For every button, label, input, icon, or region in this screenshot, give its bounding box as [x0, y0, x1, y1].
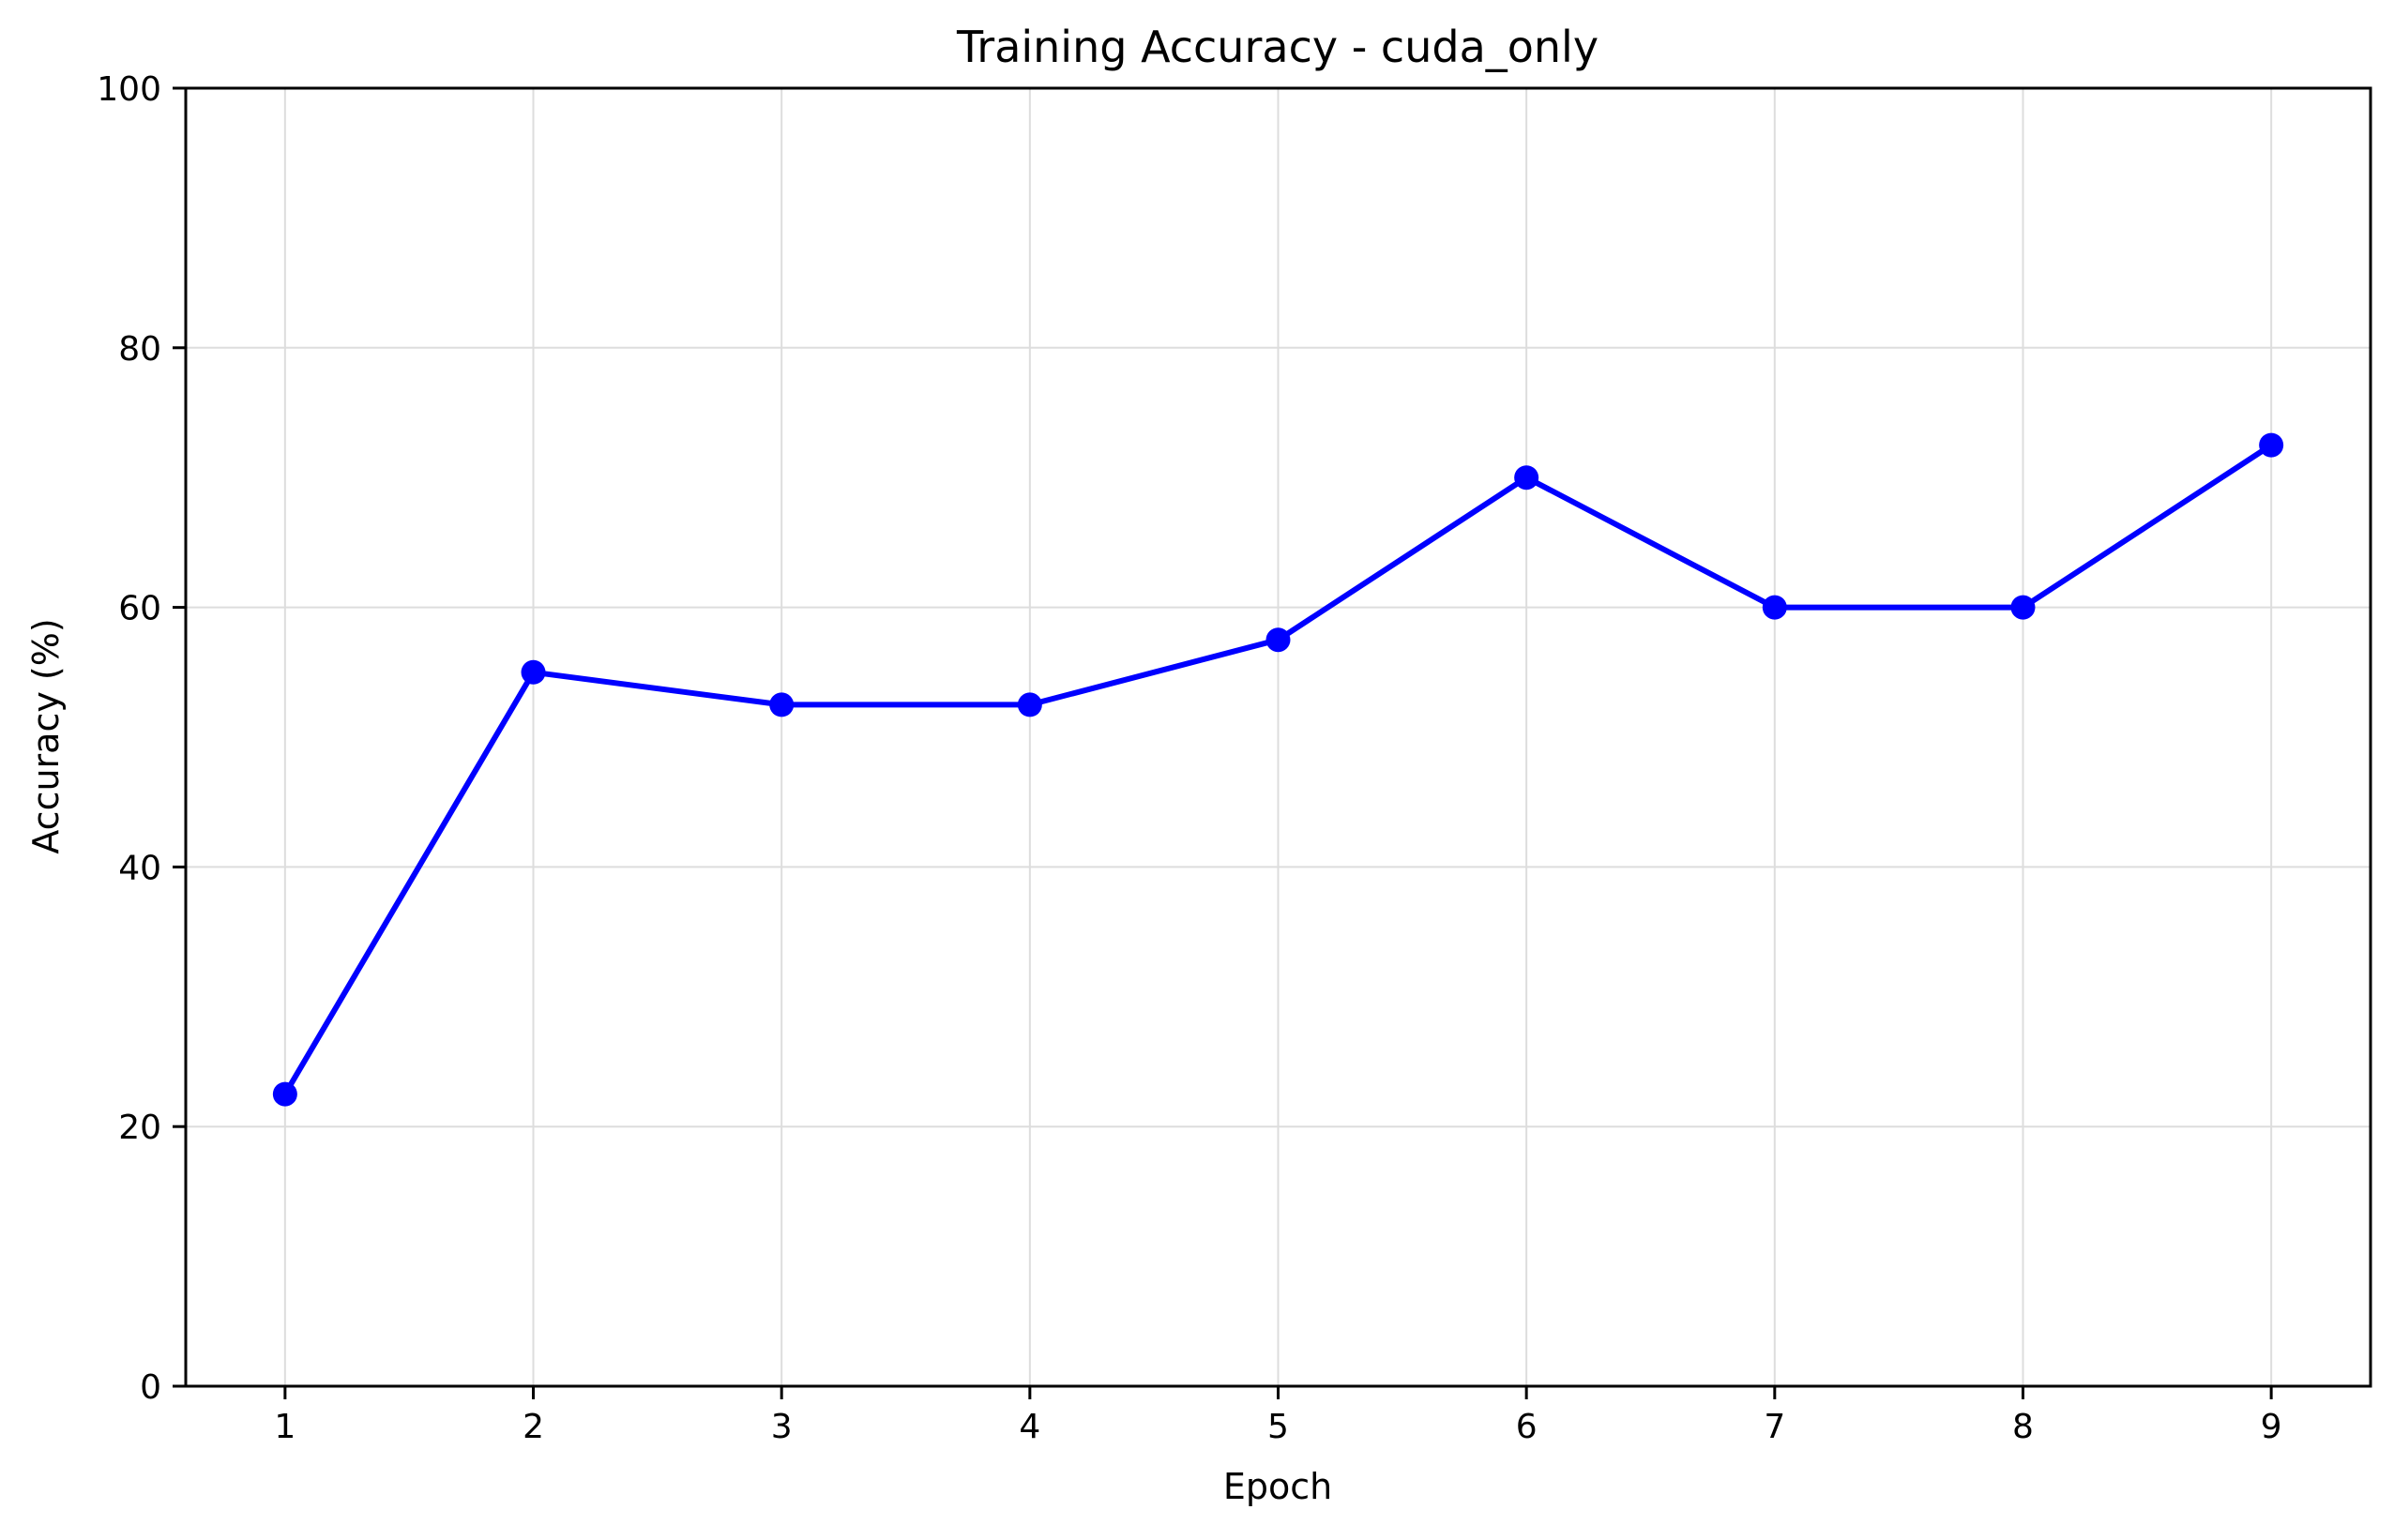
tick-labels: 1 2 3 4 5 6 7 8 9 0 20 40 60 80 100	[97, 70, 2281, 1446]
data-point	[272, 1081, 297, 1107]
chart-title: Training Accuracy - cuda_only	[956, 22, 1599, 72]
data-point	[2010, 595, 2036, 620]
x-tick-label: 3	[771, 1408, 793, 1446]
data-point	[1265, 627, 1291, 653]
x-tick-label: 9	[2261, 1408, 2282, 1446]
x-tick-label: 8	[2012, 1408, 2034, 1446]
data-point	[521, 659, 546, 685]
y-tick-label: 60	[118, 590, 161, 628]
data-point	[769, 692, 795, 717]
data-point	[1762, 595, 1787, 620]
x-tick-label: 7	[1764, 1408, 1785, 1446]
data-point	[1017, 692, 1042, 717]
y-tick-label: 80	[118, 330, 161, 369]
y-tick-label: 40	[118, 849, 161, 887]
data-point	[1514, 465, 1539, 491]
axes	[173, 86, 2372, 1399]
x-axis-label: Epoch	[1223, 1466, 1332, 1507]
data-point	[2259, 432, 2284, 458]
y-tick-label: 0	[140, 1368, 161, 1407]
x-tick-label: 4	[1019, 1408, 1040, 1446]
series-layer	[272, 432, 2284, 1107]
y-tick-label: 100	[97, 70, 161, 109]
x-tick-label: 2	[523, 1408, 544, 1446]
x-tick-label: 6	[1516, 1408, 1538, 1446]
y-tick-label: 20	[118, 1109, 161, 1147]
x-tick-label: 5	[1267, 1408, 1289, 1446]
y-axis-label: Accuracy (%)	[25, 618, 67, 853]
grid-lines	[186, 87, 2371, 1387]
x-tick-label: 1	[274, 1408, 295, 1446]
